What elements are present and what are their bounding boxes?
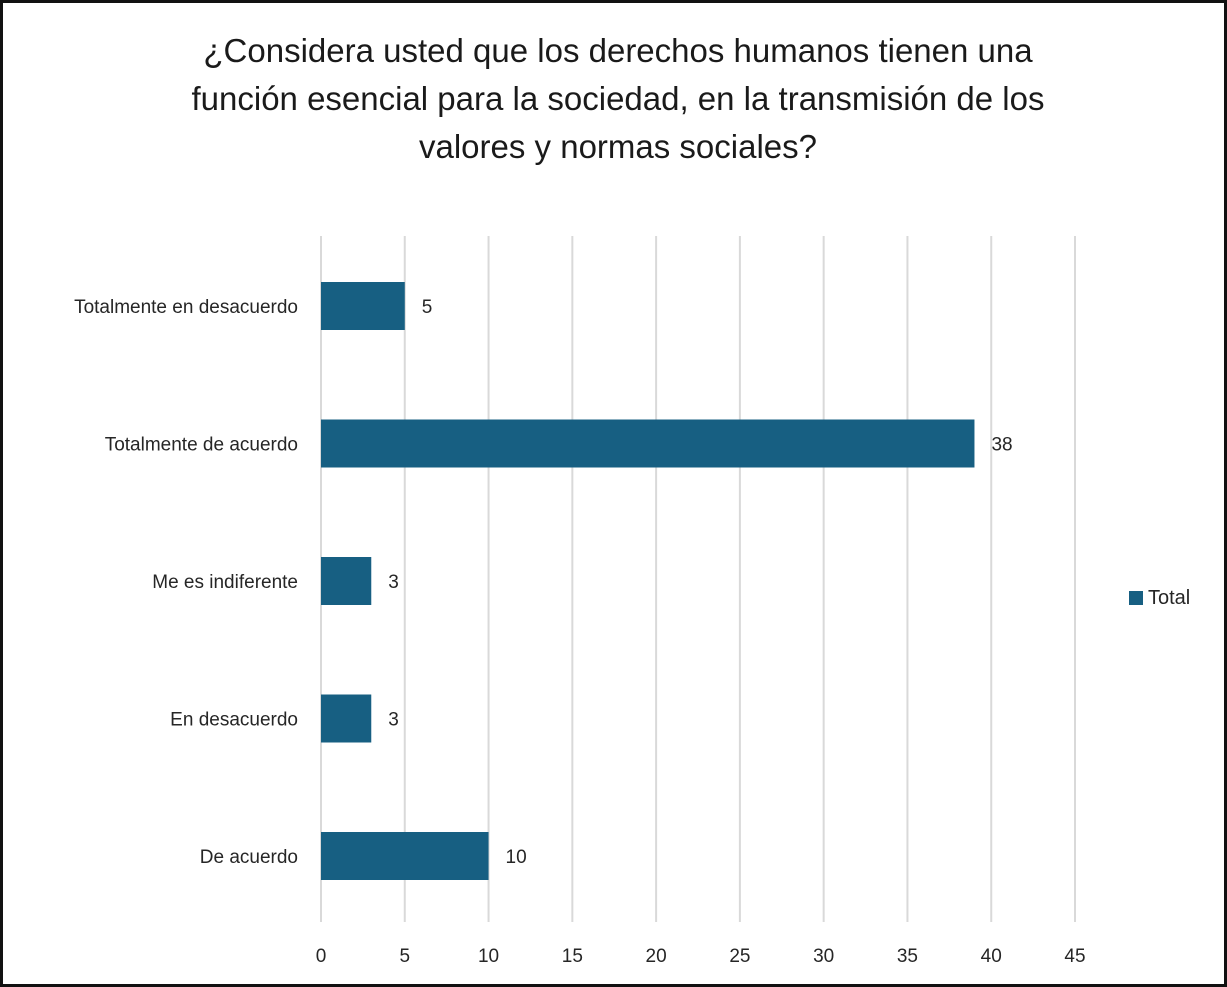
chart-title-line-3: valores y normas sociales? [419, 128, 817, 165]
data-label-2: 3 [388, 572, 399, 593]
legend-swatch [1129, 591, 1143, 605]
data-label-3: 3 [388, 710, 399, 731]
x-tick-label-10: 10 [478, 946, 499, 967]
x-tick-label-25: 25 [729, 946, 750, 967]
legend-label: Total [1148, 587, 1190, 609]
data-label-4: 10 [506, 847, 527, 868]
x-tick-label-20: 20 [646, 946, 667, 967]
bar-0 [321, 282, 405, 330]
category-label-4: De acuerdo [200, 847, 298, 868]
x-tick-label-5: 5 [399, 946, 410, 967]
x-tick-label-0: 0 [316, 946, 327, 967]
x-tick-label-35: 35 [897, 946, 918, 967]
category-label-3: En desacuerdo [170, 710, 298, 731]
x-tick-label-45: 45 [1064, 946, 1085, 967]
bar-3 [321, 694, 372, 743]
data-label-0: 5 [422, 297, 433, 318]
category-label-0: Totalmente en desacuerdo [74, 297, 298, 318]
x-tick-label-40: 40 [981, 946, 1002, 967]
chart-title: ¿Considera usted que los derechos humano… [63, 27, 1173, 171]
bar-2 [321, 557, 372, 605]
chart-title-line-1: ¿Considera usted que los derechos humano… [203, 32, 1033, 69]
chart-title-line-2: función esencial para la sociedad, en la… [191, 80, 1045, 117]
x-tick-label-30: 30 [813, 946, 834, 967]
category-label-1: Totalmente de acuerdo [105, 435, 298, 456]
category-label-2: Me es indiferente [152, 572, 298, 593]
bar-4 [321, 832, 489, 880]
bar-1 [321, 419, 975, 468]
data-label-1: 38 [991, 435, 1012, 456]
x-tick-label-15: 15 [562, 946, 583, 967]
